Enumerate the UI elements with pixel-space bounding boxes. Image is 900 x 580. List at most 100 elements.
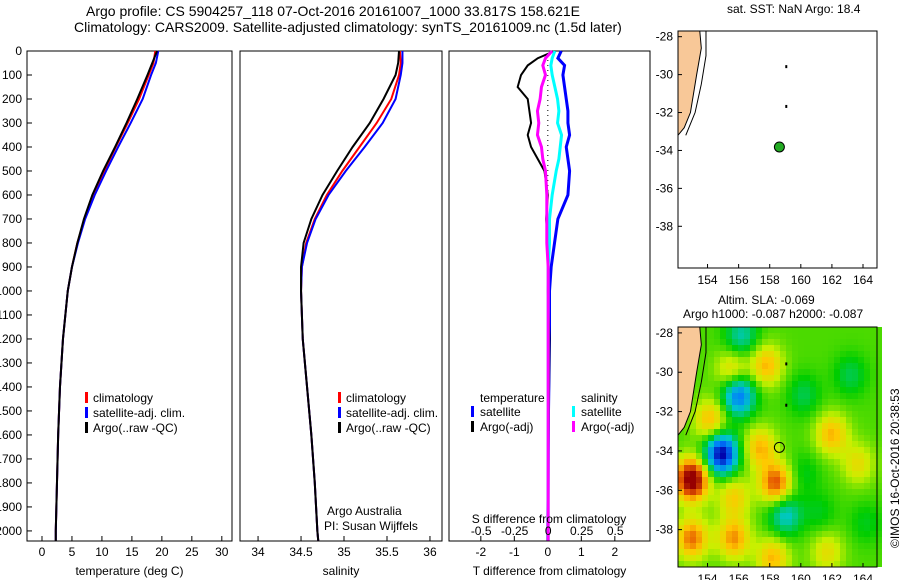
sla-cell	[834, 483, 840, 489]
sla-cell	[762, 351, 768, 357]
sla-cell	[810, 399, 816, 405]
sla-cell	[732, 441, 738, 447]
sla-cell	[702, 387, 708, 393]
sla-cell	[738, 399, 744, 405]
sla-cell	[726, 459, 732, 465]
sla-cell	[744, 453, 750, 459]
sla-cell	[744, 369, 750, 375]
sla-cell	[702, 513, 708, 519]
sla-cell	[864, 471, 870, 477]
sla-cell	[858, 507, 864, 513]
sla-cell	[762, 387, 768, 393]
sla-cell	[876, 447, 882, 453]
sla-cell	[744, 477, 750, 483]
x-tick-label: 5	[69, 545, 76, 559]
sla-cell	[828, 459, 834, 465]
sla-cell	[828, 357, 834, 363]
sla-cell	[738, 507, 744, 513]
sla-cell	[732, 375, 738, 381]
sla-cell	[750, 507, 756, 513]
sla-cell	[678, 435, 684, 441]
legend-swatch	[471, 421, 474, 432]
sla-cell	[726, 375, 732, 381]
sla-cell	[840, 345, 846, 351]
sla-cell	[786, 351, 792, 357]
legend-label: climatology	[93, 391, 153, 405]
sla-cell	[810, 471, 816, 477]
sla-cell	[690, 441, 696, 447]
legend-label: satellite	[480, 405, 521, 419]
sla-cell	[756, 537, 762, 543]
sla-cell	[696, 507, 702, 513]
sla-cell	[708, 537, 714, 543]
sla-cell	[684, 561, 690, 567]
sla-cell	[864, 561, 870, 567]
sla-cell	[762, 513, 768, 519]
sla-cell	[702, 543, 708, 549]
sla-cell	[864, 429, 870, 435]
sla-cell	[768, 363, 774, 369]
sla-cell	[822, 345, 828, 351]
sla-cell	[858, 423, 864, 429]
sla-cell	[834, 537, 840, 543]
sla-cell	[774, 501, 780, 507]
sla-cell	[840, 351, 846, 357]
sla-cell	[780, 435, 786, 441]
sla-cell	[804, 345, 810, 351]
sla-cell	[864, 465, 870, 471]
sla-cell	[828, 513, 834, 519]
sla-cell	[870, 447, 876, 453]
sla-cell	[870, 465, 876, 471]
sla-cell	[744, 483, 750, 489]
sla-cell	[768, 333, 774, 339]
sla-cell	[846, 465, 852, 471]
sla-cell	[714, 441, 720, 447]
sla-cell	[726, 519, 732, 525]
sla-cell	[840, 423, 846, 429]
sla-cell	[780, 405, 786, 411]
sla-cell	[702, 489, 708, 495]
sla-cell	[690, 549, 696, 555]
island	[785, 362, 788, 366]
sla-cell	[840, 519, 846, 525]
sla-cell	[870, 399, 876, 405]
sla-cell	[762, 489, 768, 495]
sla-cell	[786, 345, 792, 351]
sla-cell	[774, 453, 780, 459]
sla-cell	[726, 411, 732, 417]
sla-cell	[822, 465, 828, 471]
x-tick-label: 154	[698, 572, 718, 580]
sla-cell	[714, 549, 720, 555]
sla-cell	[738, 543, 744, 549]
sla-cell	[852, 363, 858, 369]
x-tick-label: 164	[853, 273, 873, 287]
sla-cell	[768, 393, 774, 399]
sla-cell	[780, 345, 786, 351]
sla-cell	[732, 345, 738, 351]
sla-cell	[714, 447, 720, 453]
sla-cell	[840, 369, 846, 375]
sla-cell	[774, 549, 780, 555]
sla-cell	[768, 447, 774, 453]
sla-cell	[708, 417, 714, 423]
sla-cell	[804, 495, 810, 501]
sla-cell	[822, 357, 828, 363]
sla-cell	[822, 339, 828, 345]
sla-cell	[750, 459, 756, 465]
sla-cell	[720, 483, 726, 489]
sla-cell	[816, 513, 822, 519]
sla-cell	[792, 531, 798, 537]
sla-cell	[690, 525, 696, 531]
y-tick-label: -30	[656, 365, 674, 379]
sla-cell	[840, 549, 846, 555]
sla-cell	[876, 441, 882, 447]
sla-cell	[816, 543, 822, 549]
sla-cell	[852, 357, 858, 363]
sla-cell	[792, 501, 798, 507]
sla-cell	[714, 351, 720, 357]
sla-cell	[870, 519, 876, 525]
sla-cell	[696, 465, 702, 471]
sla-cell	[798, 537, 804, 543]
sla-cell	[834, 405, 840, 411]
sla-cell	[720, 363, 726, 369]
